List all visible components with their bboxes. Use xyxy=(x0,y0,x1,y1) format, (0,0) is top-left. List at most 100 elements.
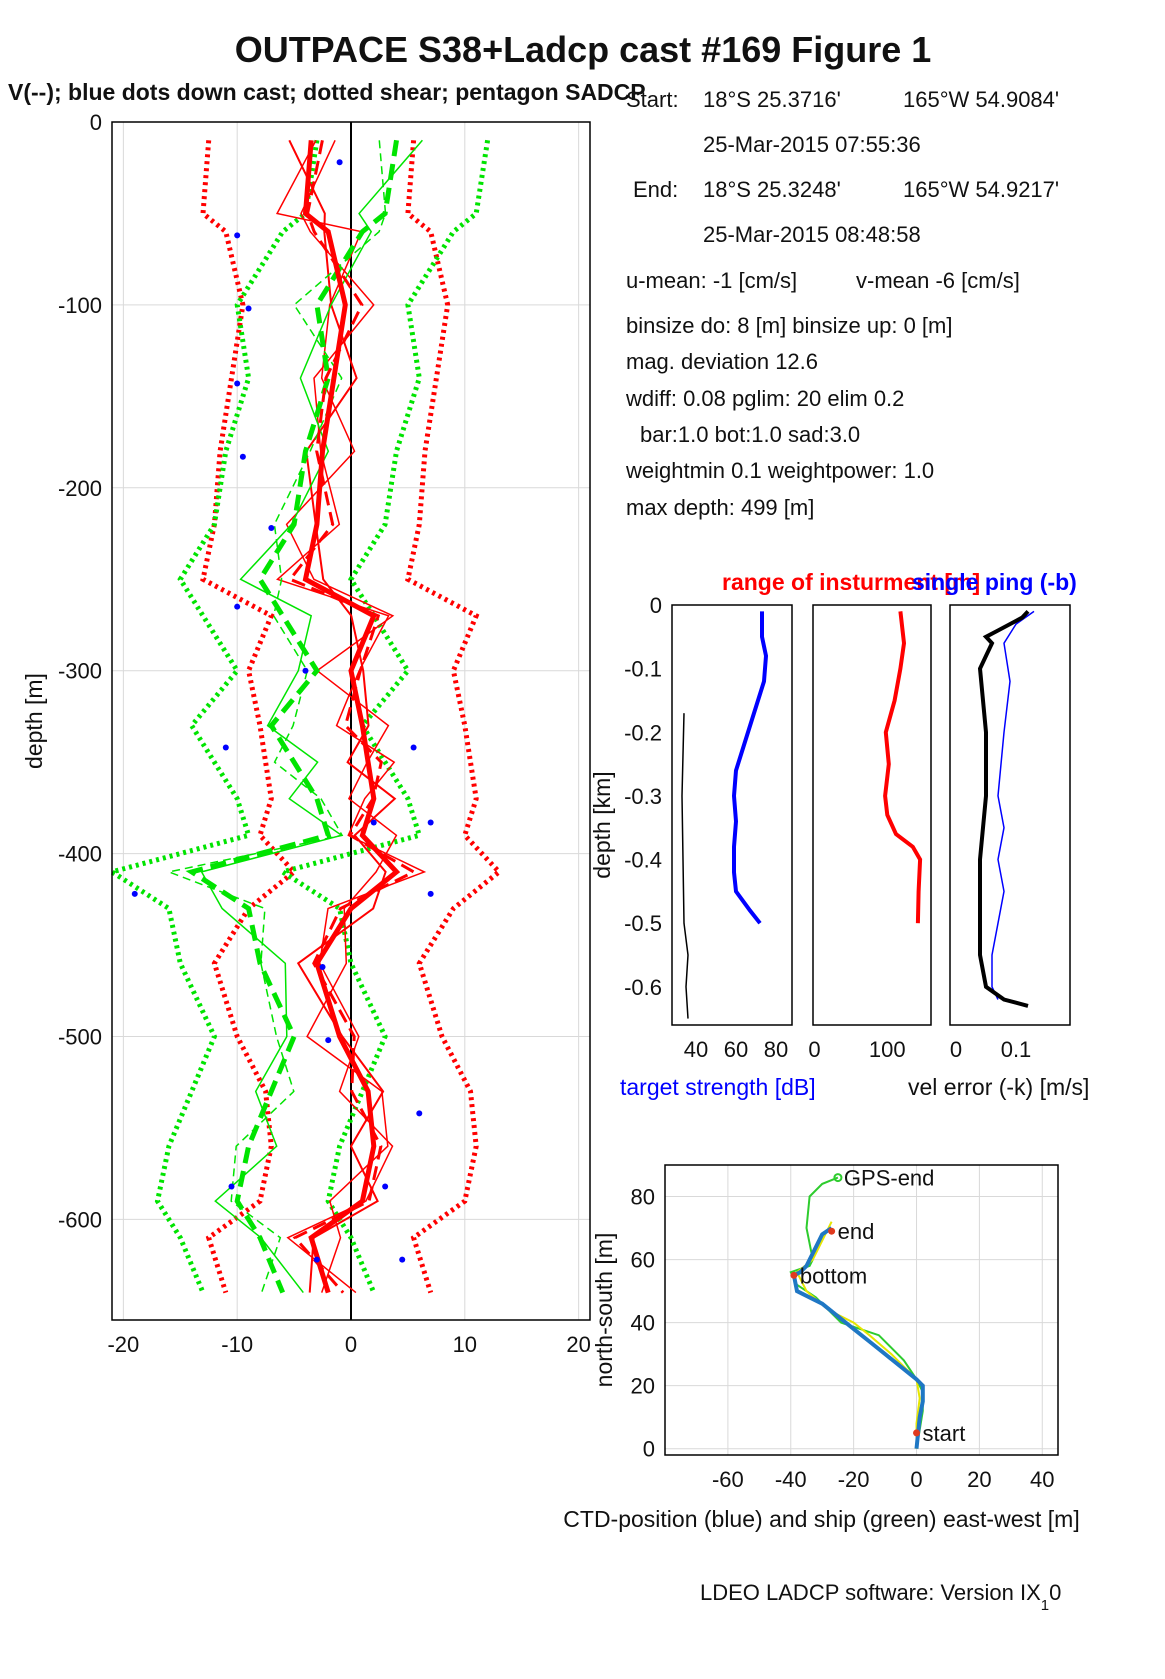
down-cast-dot xyxy=(313,1256,320,1263)
down-cast-dot xyxy=(268,525,275,532)
start-time: 25-Mar-2015 07:55:36 xyxy=(703,132,921,157)
down-cast-dot xyxy=(302,667,309,674)
down-cast-dot xyxy=(234,380,241,387)
binsize: binsize do: 8 [m] binsize up: 0 [m] xyxy=(626,313,953,338)
main-y-tick: -600 xyxy=(58,1207,102,1232)
down-cast-dot xyxy=(319,964,326,971)
figure-title: OUTPACE S38+Ladcp cast #169 Figure 1 xyxy=(235,29,932,70)
pos-y-tick: 80 xyxy=(631,1185,655,1210)
down-cast-dot xyxy=(370,819,377,826)
small-x-tick-3: 0 xyxy=(950,1037,962,1062)
v-shear-left xyxy=(105,139,320,1294)
end-lat: 18°S 25.3248' xyxy=(703,177,841,202)
small-x-tick-1: 80 xyxy=(764,1037,788,1062)
v-profile xyxy=(185,139,399,1294)
down-cast-dot xyxy=(234,603,241,610)
ts-y-tick: -0.1 xyxy=(624,657,662,682)
pos-frame xyxy=(664,1164,1059,1456)
chart-panels: -20 -10 0 10 200-100-200-300-400-500-600dept… xyxy=(21,110,1080,1532)
bar-weights: bar:1.0 bot:1.0 sad:3.0 xyxy=(640,422,860,447)
down-cast-dot xyxy=(234,232,241,239)
main-x-tick: 0 xyxy=(345,1332,357,1357)
marker-bottom xyxy=(790,1271,798,1279)
small-frame-3 xyxy=(949,604,1071,1026)
u-shear-left xyxy=(200,140,298,1294)
cast-info: Start: 18°S 25.3716' 165°W 54.9084' 25-M… xyxy=(625,87,1059,520)
pos-x-tick: -60 xyxy=(712,1467,744,1492)
main-y-tick: -300 xyxy=(58,659,102,684)
down-cast-dot xyxy=(410,744,417,751)
end-time: 25-Mar-2015 08:48:58 xyxy=(703,222,921,247)
u-shear-right xyxy=(405,140,503,1294)
main-x-tick: 10 xyxy=(453,1332,477,1357)
ts-y-tick: -0.3 xyxy=(624,784,662,809)
pos-y-tick: 40 xyxy=(631,1311,655,1336)
max-depth: max depth: 499 [m] xyxy=(626,495,814,520)
down-cast-dot xyxy=(325,1037,332,1044)
single-ping-title: single ping (-b) xyxy=(912,569,1077,595)
pos-x-tick: 0 xyxy=(910,1467,922,1492)
v-shear-right xyxy=(276,139,491,1294)
down-cast-dot xyxy=(228,1183,235,1190)
pos-y-tick: 60 xyxy=(631,1248,655,1273)
range-line xyxy=(883,611,923,924)
main-x-tick: 20 xyxy=(566,1332,590,1357)
weightmin: weightmin 0.1 weightpower: 1.0 xyxy=(625,458,934,483)
ts-y-tick: -0.5 xyxy=(624,911,662,936)
pos-x-tick: 20 xyxy=(967,1467,991,1492)
vel-error-line xyxy=(977,610,1030,1008)
main-y-tick: -400 xyxy=(58,842,102,867)
pos-x-label: CTD-position (blue) and ship (green) eas… xyxy=(563,1506,1079,1532)
main-frame xyxy=(111,121,591,1321)
pos-y-label: north-south [m] xyxy=(591,1233,617,1388)
marker-gps-end xyxy=(833,1173,843,1183)
v-thin-b xyxy=(166,140,387,1293)
u-dashed xyxy=(287,140,417,1294)
ts-y-tick: -0.2 xyxy=(624,720,662,745)
main-x-tick: -10 xyxy=(221,1332,253,1357)
ts-y-tick: -0.4 xyxy=(624,848,662,873)
down-cast-dot xyxy=(399,1256,406,1263)
u-mean: u-mean: -1 [cm/s] xyxy=(626,268,797,293)
wdiff: wdiff: 0.08 pglim: 20 elim 0.2 xyxy=(625,386,904,411)
mag-deviation: mag. deviation 12.6 xyxy=(626,349,818,374)
main-y-tick: 0 xyxy=(90,110,102,135)
small-frame-2 xyxy=(812,604,932,1026)
small-frame-1 xyxy=(671,604,793,1026)
v-mean: v-mean -6 [cm/s] xyxy=(856,268,1020,293)
main-y-label: depth [m] xyxy=(21,673,47,769)
start-label: Start: xyxy=(626,87,679,112)
pos-x-tick: 40 xyxy=(1030,1467,1054,1492)
range-title: range of insturment [m] xyxy=(722,569,980,595)
target-strength-line xyxy=(731,611,769,925)
vel-error-label: vel error (-k) [m/s] xyxy=(908,1074,1089,1100)
end-label: End: xyxy=(633,177,678,202)
main-y-tick: -200 xyxy=(58,476,102,501)
u-thin-a xyxy=(276,139,427,1294)
small-x-tick-1: 40 xyxy=(684,1037,708,1062)
ts-y-tick: 0 xyxy=(650,593,662,618)
down-cast-dot xyxy=(131,890,138,897)
down-cast-dot xyxy=(245,305,252,312)
footer-version: LDEO LADCP software: Version IX10 xyxy=(700,1580,1061,1614)
down-cast-dot xyxy=(427,890,434,897)
ctd-track xyxy=(791,1226,925,1449)
start-lon: 165°W 54.9084' xyxy=(903,87,1059,112)
target-strength-black xyxy=(681,713,689,1019)
ts-y-tick: -0.6 xyxy=(624,975,662,1000)
small-x-tick-1: 60 xyxy=(724,1037,748,1062)
pos-x-tick: -20 xyxy=(838,1467,870,1492)
marker-end xyxy=(828,1227,836,1235)
main-y-tick: -500 xyxy=(58,1025,102,1050)
ts-y-label: depth [km] xyxy=(589,771,615,878)
down-cast-dot xyxy=(222,744,229,751)
end-lon: 165°W 54.9217' xyxy=(903,177,1059,202)
small-x-tick-2: 0 xyxy=(808,1037,820,1062)
pos-y-tick: 0 xyxy=(643,1437,655,1462)
down-cast-dot xyxy=(427,819,434,826)
down-cast-dot xyxy=(239,453,246,460)
down-cast-dot xyxy=(416,1110,423,1117)
figure-subtitle: V(--); blue dots down cast; dotted shear… xyxy=(8,79,646,105)
single-ping-line xyxy=(991,610,1035,1000)
